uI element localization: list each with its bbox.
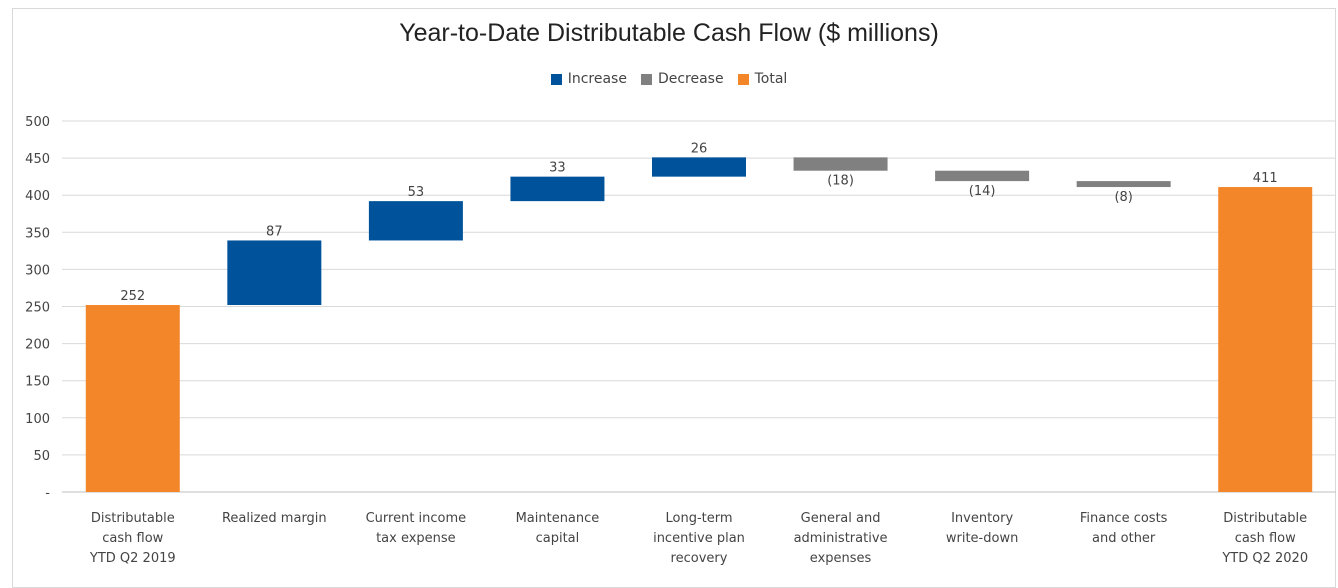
y-tick-label: 250 — [25, 301, 50, 316]
category-label: YTD Q2 2020 — [1221, 551, 1308, 566]
bar-decrease — [793, 157, 888, 171]
category-label: incentive plan — [653, 531, 745, 546]
legend-item-decrease: Decrease — [640, 71, 724, 87]
y-tick-label: 150 — [25, 375, 50, 390]
legend-label: Total — [754, 71, 788, 87]
y-tick-label: 450 — [25, 152, 50, 167]
category-label: tax expense — [376, 531, 456, 546]
category-label: recovery — [671, 551, 728, 566]
waterfall-chart: - 50 100 150 200 250 300 350 400 450 500 252 Distrib… — [25, 115, 1336, 566]
bar-decrease — [935, 170, 1030, 182]
legend: Increase Decrease Total — [0, 71, 1338, 87]
y-tick-label: 50 — [33, 449, 50, 464]
bar-total — [85, 305, 180, 492]
y-tick-label: 100 — [25, 412, 50, 427]
category-label: Current income — [366, 511, 467, 526]
data-label: 26 — [691, 141, 708, 156]
legend-swatch — [640, 73, 652, 85]
category-label: Inventory — [951, 511, 1013, 526]
bar-increase — [510, 176, 605, 202]
data-label: (14) — [969, 184, 996, 199]
bar-total — [1218, 187, 1313, 492]
data-label: (8) — [1114, 190, 1132, 205]
chart-title: Year-to-Date Distributable Cash Flow ($ … — [399, 19, 939, 47]
category-label: Distributable — [1223, 511, 1307, 526]
legend-label: Increase — [567, 71, 627, 87]
data-label: 87 — [266, 224, 283, 239]
category-label: cash flow — [102, 531, 163, 546]
category-label: write-down — [946, 531, 1018, 546]
legend-item-increase: Increase — [550, 71, 627, 87]
bar-increase — [368, 201, 463, 241]
category-label: Long-term — [665, 511, 732, 526]
bar-increase — [652, 157, 746, 177]
data-label: 411 — [1253, 171, 1278, 186]
category-label: Finance costs — [1080, 511, 1168, 526]
category-label: YTD Q2 2019 — [89, 551, 176, 566]
y-tick-label: 400 — [25, 189, 50, 204]
category-label: Realized margin — [222, 511, 327, 526]
y-tick-label: - — [45, 486, 50, 501]
category-label: and other — [1092, 531, 1156, 546]
category-label: cash flow — [1235, 531, 1296, 546]
legend-swatch — [737, 73, 749, 85]
category-label: capital — [536, 531, 580, 546]
bar-decrease — [1076, 181, 1171, 188]
data-label: (18) — [827, 174, 854, 189]
y-tick-label: 200 — [25, 338, 50, 353]
legend-item-total: Total — [737, 71, 788, 87]
legend-swatch — [550, 73, 562, 85]
data-label: 252 — [120, 289, 145, 304]
y-tick-label: 350 — [25, 226, 50, 241]
data-label: 53 — [408, 185, 425, 200]
category-label: Distributable — [91, 511, 175, 526]
category-label: General and — [801, 511, 881, 526]
bar-increase — [227, 240, 322, 306]
y-tick-label: 300 — [25, 263, 50, 278]
category-label: administrative — [794, 531, 888, 546]
category-label: expenses — [810, 551, 872, 566]
category-label: Maintenance — [516, 511, 600, 526]
data-label: 33 — [549, 161, 566, 176]
y-tick-label: 500 — [25, 115, 50, 130]
legend-label: Decrease — [657, 71, 724, 87]
